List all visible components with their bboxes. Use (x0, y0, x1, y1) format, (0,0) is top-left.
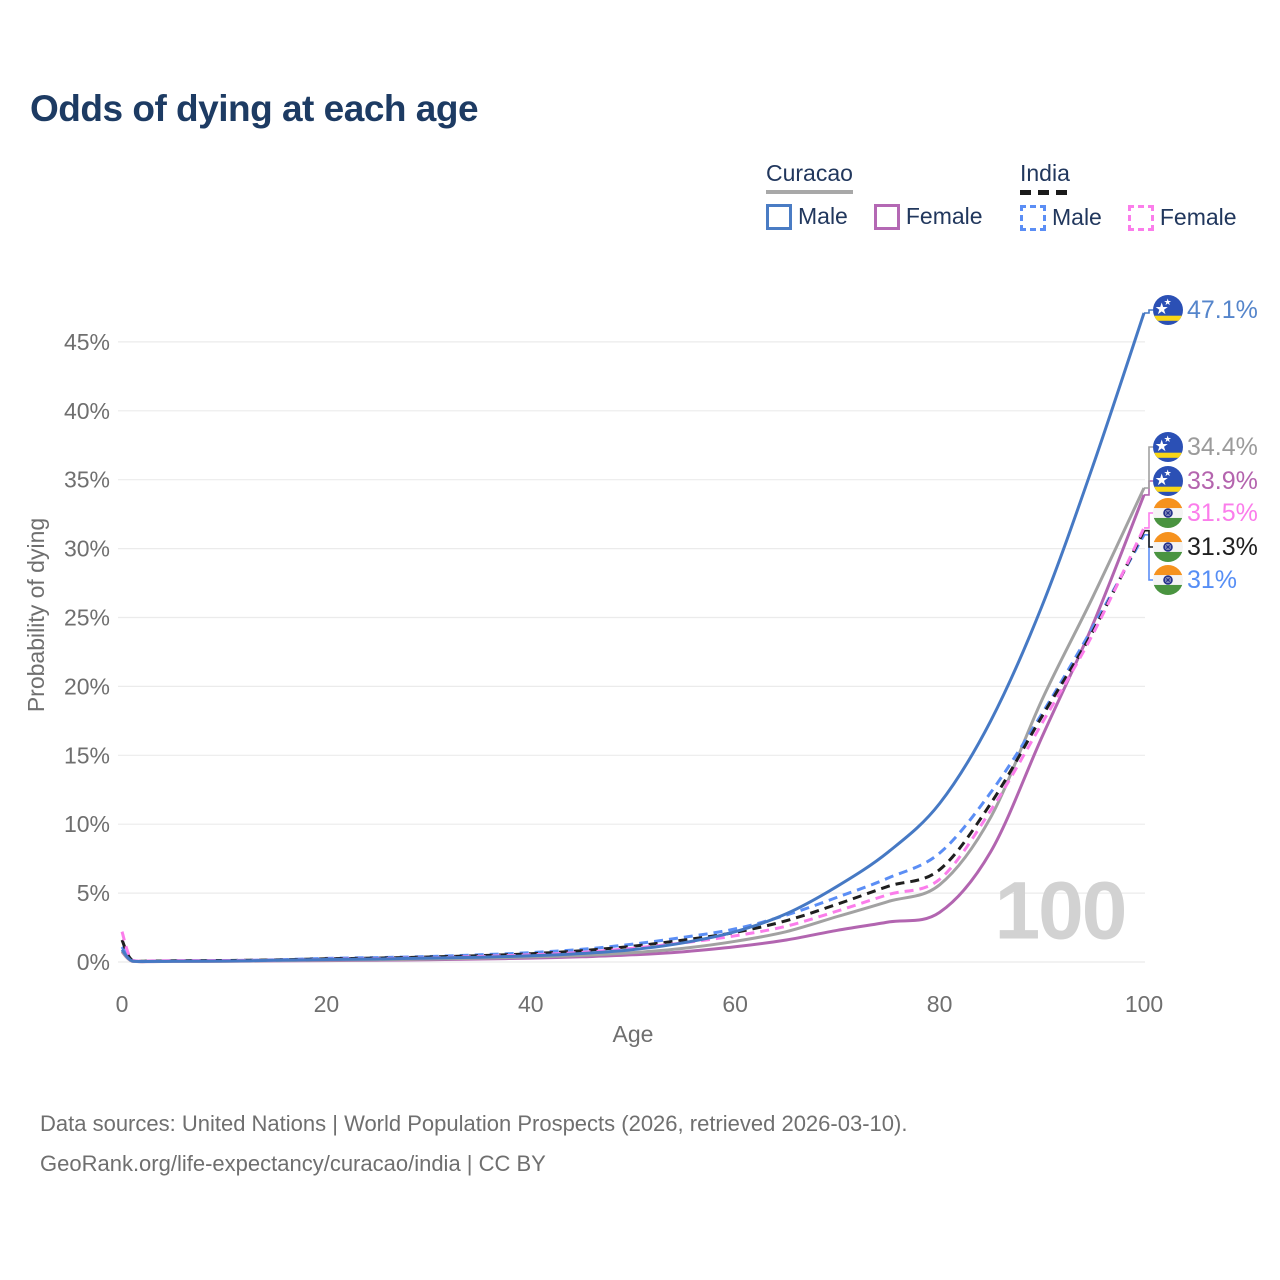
y-tick-label: 5% (77, 880, 110, 906)
x-tick-label: 0 (116, 991, 129, 1017)
legend-item-india-female[interactable]: Female (1127, 204, 1237, 231)
x-tick-label: 100 (1125, 991, 1163, 1017)
legend-swatch-dashed (1127, 204, 1154, 231)
footer-attribution: GeoRank.org/life-expectancy/curacao/indi… (40, 1151, 546, 1176)
y-tick-label: 0% (77, 949, 110, 975)
page-title: Odds of dying at each age (30, 88, 479, 129)
end-value-label-curacao-all: 34.4% (1187, 433, 1258, 461)
flag-icon-curacao: ★★ (1153, 295, 1183, 325)
star-icon: ★ (1164, 468, 1172, 478)
chart-svg: 0% 5% 10% 15% 20% 25% 30% 35% 40% 45% 0 20 40 60 80 100… (23, 295, 1258, 1047)
end-value-label-curacao-female: 33.9% (1187, 467, 1258, 495)
series-line-curacao-male[interactable] (120, 312, 1146, 964)
legend-swatch-solid (873, 203, 900, 230)
chakra-icon (1163, 575, 1173, 585)
x-axis-title: Age (613, 1021, 654, 1047)
x-tick-label: 60 (722, 991, 748, 1017)
legend-country-underline-dashed (1020, 190, 1070, 195)
x-tick-label: 80 (927, 991, 953, 1017)
series-line-curacao-female[interactable] (120, 494, 1146, 964)
legend-country-label: India (1020, 160, 1070, 186)
end-value-label-india-male: 31% (1187, 566, 1237, 594)
series-line-india-all[interactable] (120, 530, 1146, 963)
label-connector-curacao-all (1144, 446, 1153, 489)
end-value-label-india-female: 31.5% (1187, 499, 1258, 527)
star-icon: ★ (1164, 434, 1172, 444)
legend-item-label: Female (1159, 204, 1237, 230)
legend-item-label: Female (905, 203, 983, 229)
legend-group-india: India Male Female (1020, 160, 1237, 231)
y-tick-label: 35% (64, 467, 110, 493)
legend-item-curacao-female[interactable]: Female (873, 203, 983, 230)
x-tick-label: 40 (518, 991, 544, 1017)
chakra-icon (1163, 542, 1173, 552)
series-line-india-female[interactable] (120, 527, 1146, 963)
age-counter-watermark: 100 (995, 866, 1126, 957)
y-tick-label: 25% (64, 605, 110, 631)
legend-item-label: Male (798, 203, 848, 229)
legend-item-india-male[interactable]: Male (1020, 204, 1102, 231)
star-icon: ★ (1164, 297, 1172, 307)
legend-item-curacao-male[interactable]: Male (766, 203, 848, 230)
flag-icon-india (1153, 498, 1183, 528)
y-tick-label: 10% (64, 811, 110, 837)
flag-icon-india (1153, 565, 1183, 595)
x-tick-label: 20 (314, 991, 340, 1017)
legend-country-underline-solid (766, 190, 853, 194)
flag-icon-curacao: ★★ (1153, 432, 1183, 462)
label-connector-india-female (1144, 512, 1153, 529)
y-axis-title: Probability of dying (23, 518, 49, 712)
end-value-label-curacao-male: 47.1% (1187, 296, 1258, 324)
chakra-icon (1163, 508, 1173, 518)
end-value-label-india-all: 31.3% (1187, 533, 1258, 561)
label-connector-curacao-male (1144, 309, 1153, 314)
legend-items: Male Female (1020, 204, 1237, 231)
star-icon: ★ (1155, 472, 1169, 489)
flag-icon-india (1153, 532, 1183, 562)
legend-item-label: Male (1052, 204, 1102, 230)
footer-data-sources: Data sources: United Nations | World Pop… (40, 1111, 908, 1136)
flag-icon-curacao: ★★ (1153, 466, 1183, 496)
y-tick-label: 30% (64, 536, 110, 562)
legend-group-curacao: Curacao Male Female (766, 160, 983, 230)
label-connector-india-male (1144, 534, 1153, 581)
star-icon: ★ (1155, 438, 1169, 455)
series-line-curacao-all[interactable] (120, 487, 1146, 964)
legend-swatch-solid (766, 203, 792, 230)
y-tick-label: 40% (64, 398, 110, 424)
footer: Data sources: United Nations | World Pop… (40, 1104, 907, 1184)
y-tick-label: 15% (64, 742, 110, 768)
label-connector-india-all (1144, 529, 1153, 548)
star-icon: ★ (1155, 301, 1169, 318)
y-tick-label: 45% (64, 329, 110, 355)
legend-swatch-dashed (1020, 204, 1046, 231)
series-line-india-male[interactable] (120, 534, 1146, 963)
legend-items: Male Female (766, 203, 983, 230)
legend-country-label: Curacao (766, 160, 853, 186)
y-tick-label: 20% (64, 673, 110, 699)
